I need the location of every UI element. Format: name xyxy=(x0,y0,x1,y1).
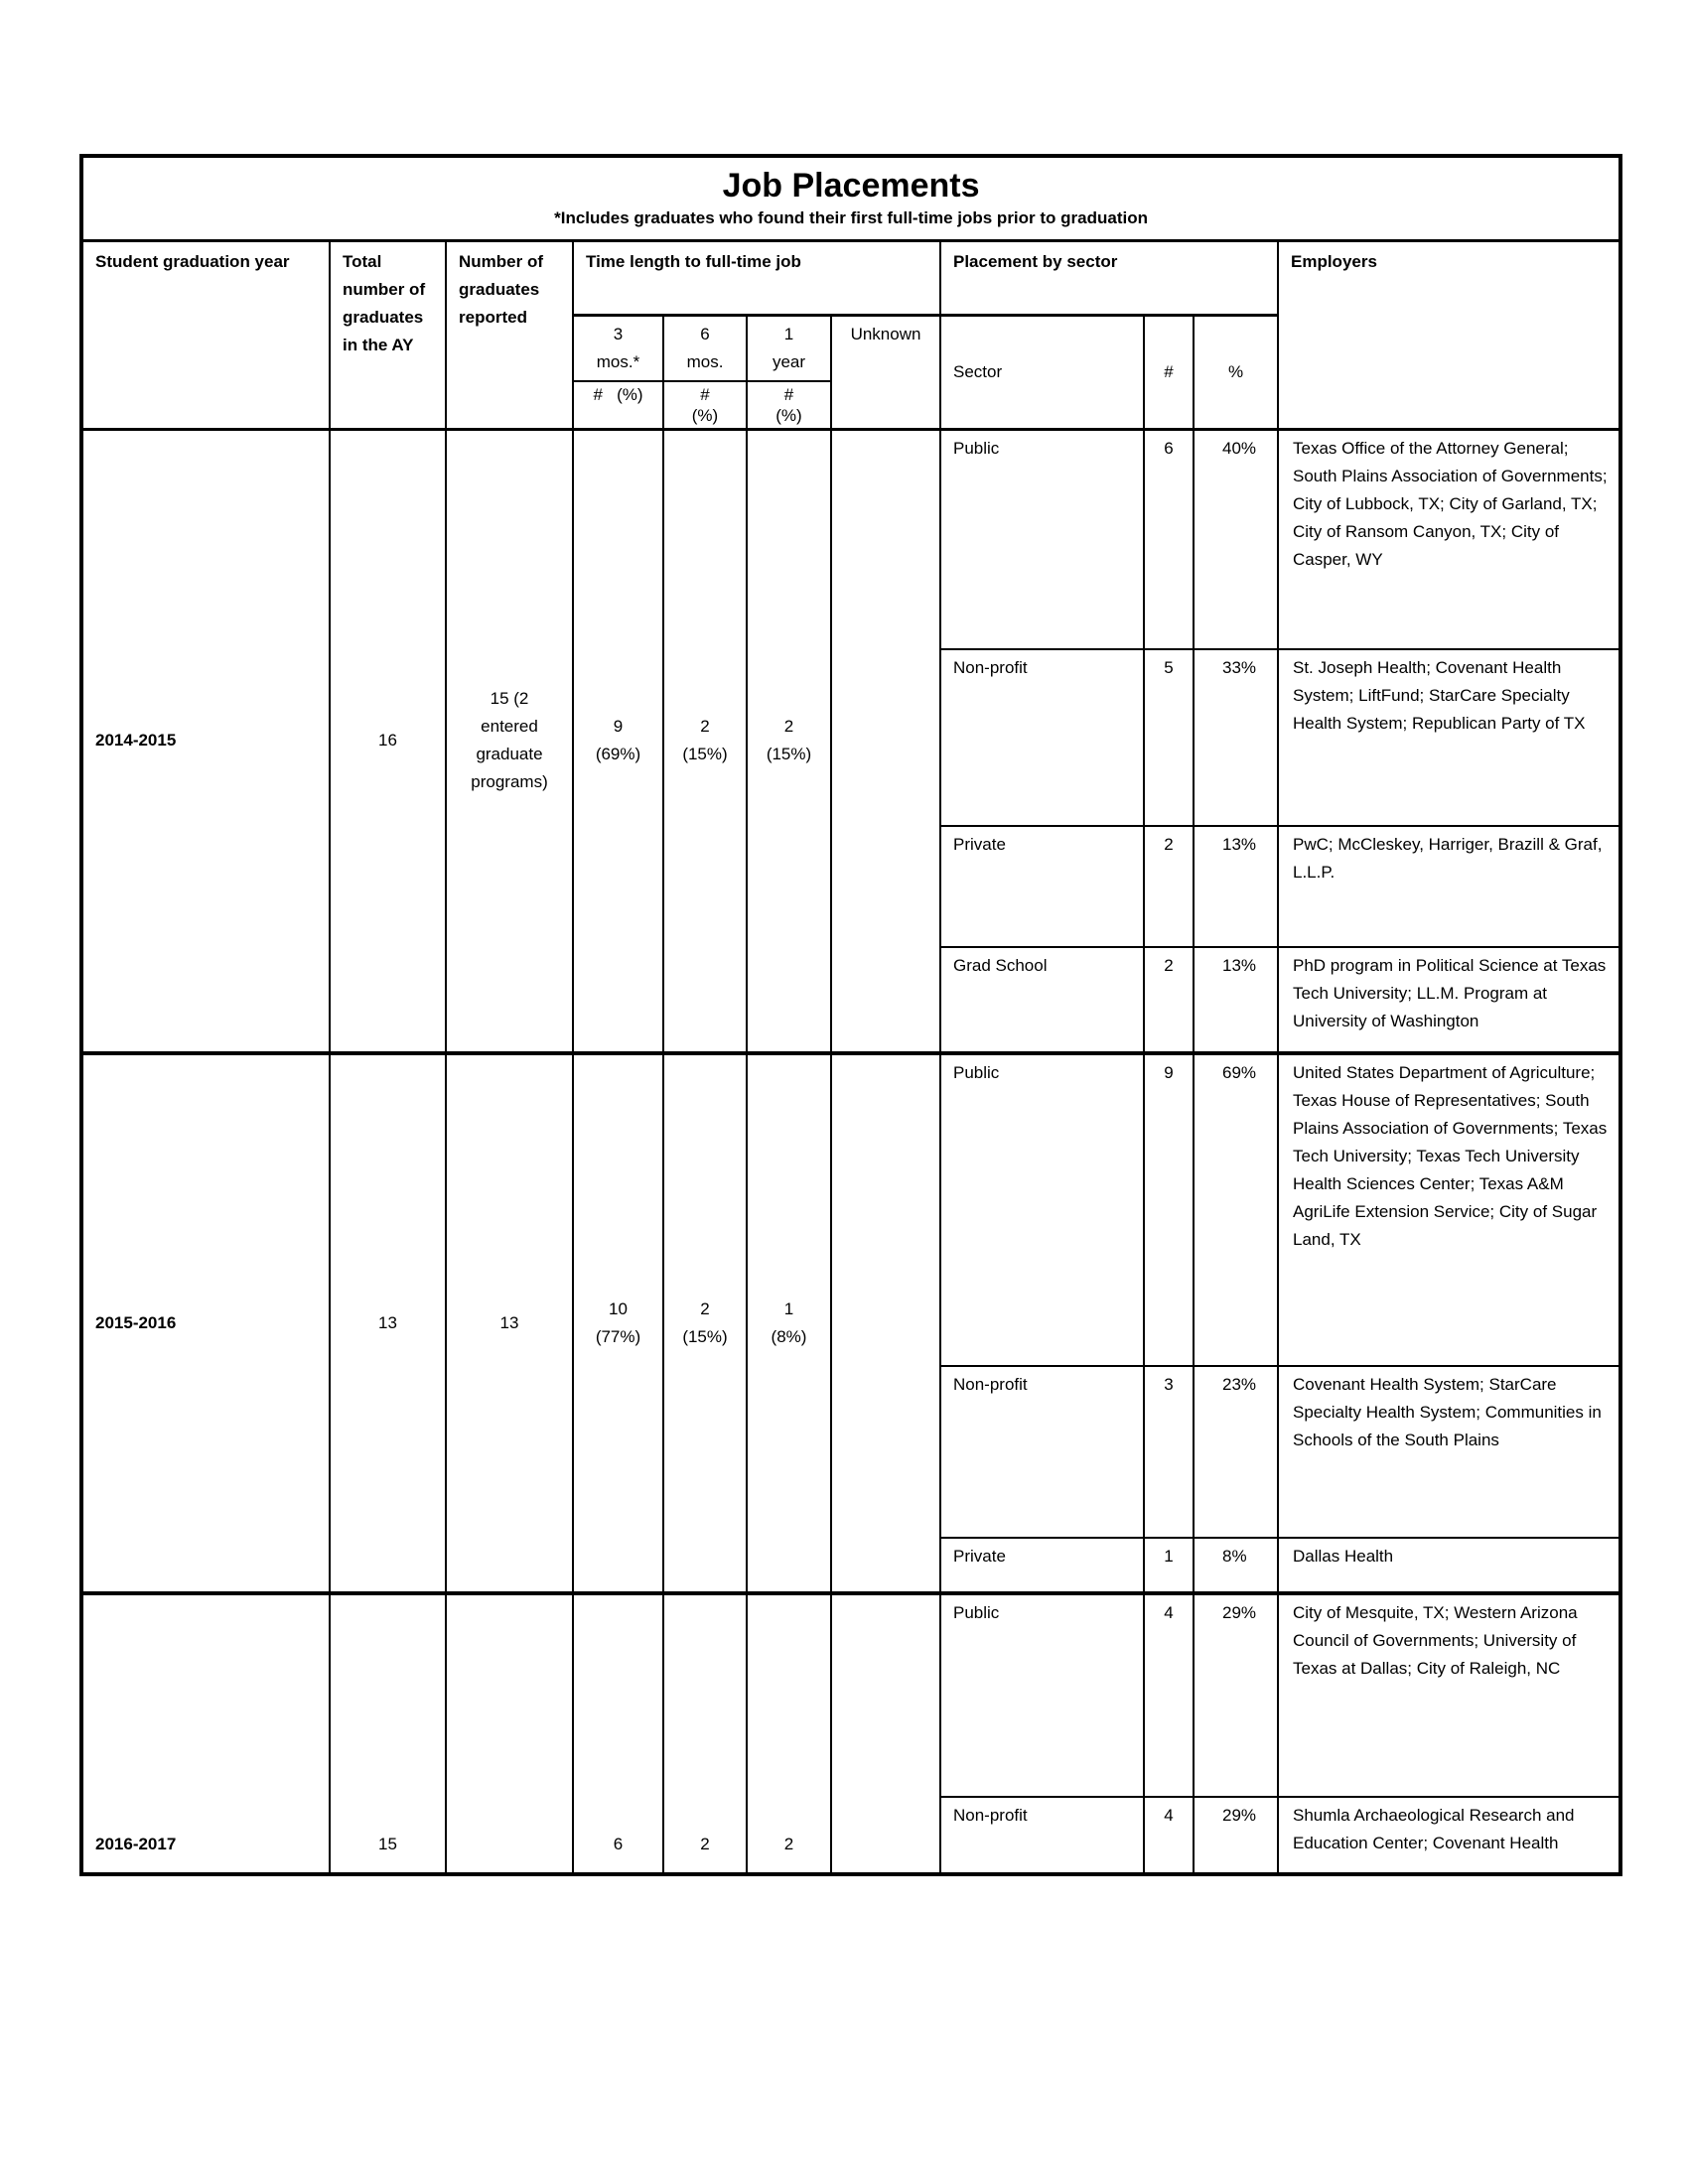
page-subtitle: *Includes graduates who found their firs… xyxy=(554,208,1148,227)
sector-cell: Non-profit xyxy=(939,1796,1145,1876)
time-3-months-cell: 10 (77%) xyxy=(572,1051,664,1594)
sector-count-cell: 6 xyxy=(1143,427,1195,650)
col-header-total-graduates: Total number of graduates in the AY xyxy=(329,239,447,430)
subheader-3-months-count-pct: # (%) xyxy=(572,379,664,430)
employers-cell: PwC; McCleskey, Harriger, Brazill & Graf… xyxy=(1276,825,1622,948)
employers-cell: Dallas Health xyxy=(1276,1537,1622,1594)
col-header-count: # xyxy=(1143,313,1195,430)
employers-cell: United States Department of Agriculture;… xyxy=(1276,1051,1622,1367)
col-header-time-length: Time length to full-time job xyxy=(572,239,941,316)
time-unknown-cell xyxy=(830,1591,941,1876)
sector-percent-cell: 69% xyxy=(1193,1051,1279,1367)
employers-cell: Texas Office of the Attorney General; So… xyxy=(1276,427,1622,650)
employers-cell: City of Mesquite, TX; Western Arizona Co… xyxy=(1276,1591,1622,1798)
time-unknown-cell xyxy=(830,427,941,1054)
col-header-employers: Employers xyxy=(1276,239,1622,430)
sector-cell: Non-profit xyxy=(939,1365,1145,1539)
col-header-graduates-reported: Number of graduates reported xyxy=(445,239,574,430)
table-title-cell: Job Placements *Includes graduates who f… xyxy=(79,155,1622,242)
sector-count-cell: 2 xyxy=(1143,825,1195,948)
sector-count-cell: 4 xyxy=(1143,1796,1195,1876)
col-header-placement-by-sector: Placement by sector xyxy=(939,239,1279,316)
sector-count-cell: 2 xyxy=(1143,946,1195,1054)
col-header-3-months: 3 mos.* xyxy=(572,313,664,382)
job-placements-table-region: Job Placements *Includes graduates who f… xyxy=(79,154,1622,1876)
graduates-reported-cell: 15 (2 entered graduate programs) xyxy=(445,427,574,1054)
time-6-months-cell: 2 (15%) xyxy=(662,1051,748,1594)
total-graduates-cell: 16 xyxy=(329,427,447,1054)
year-cell: 2014-2015 xyxy=(80,427,331,1054)
page-title: Job Placements xyxy=(722,167,980,205)
employers-cell: St. Joseph Health; Covenant Health Syste… xyxy=(1276,648,1622,827)
col-header-6-months: 6 mos. xyxy=(662,313,748,382)
employers-cell: Shumla Archaeological Research and Educa… xyxy=(1276,1796,1622,1876)
graduates-reported-cell xyxy=(445,1591,574,1876)
sector-count-cell: 9 xyxy=(1143,1051,1195,1367)
year-cell: 2015-2016 xyxy=(80,1051,331,1594)
sector-count-cell: 1 xyxy=(1143,1537,1195,1594)
job-placements-table: Job Placements *Includes graduates who f… xyxy=(79,154,1622,1876)
sector-percent-cell: 29% xyxy=(1193,1796,1279,1876)
sector-count-cell: 5 xyxy=(1143,648,1195,827)
sector-percent-cell: 23% xyxy=(1193,1365,1279,1539)
sector-count-cell: 4 xyxy=(1143,1591,1195,1798)
time-1-year-cell: 2 xyxy=(746,1591,832,1876)
time-1-year-cell: 1 (8%) xyxy=(746,1051,832,1594)
employers-cell: Covenant Health System; StarCare Special… xyxy=(1276,1365,1622,1539)
time-3-months-cell: 9 (69%) xyxy=(572,427,664,1054)
sector-percent-cell: 33% xyxy=(1193,648,1279,827)
sector-percent-cell: 40% xyxy=(1193,427,1279,650)
sector-cell: Public xyxy=(939,427,1145,650)
total-graduates-cell: 15 xyxy=(329,1591,447,1876)
sector-cell: Public xyxy=(939,1051,1145,1367)
time-6-months-cell: 2 (15%) xyxy=(662,427,748,1054)
employers-cell: PhD program in Political Science at Texa… xyxy=(1276,946,1622,1054)
sector-cell: Private xyxy=(939,825,1145,948)
sector-cell: Grad School xyxy=(939,946,1145,1054)
sector-cell: Non-profit xyxy=(939,648,1145,827)
sector-count-cell: 3 xyxy=(1143,1365,1195,1539)
total-graduates-cell: 13 xyxy=(329,1051,447,1594)
graduates-reported-cell: 13 xyxy=(445,1051,574,1594)
sector-cell: Public xyxy=(939,1591,1145,1798)
col-header-percent: % xyxy=(1193,313,1279,430)
sector-percent-cell: 13% xyxy=(1193,825,1279,948)
subheader-6-months-count-pct: # (%) xyxy=(662,379,748,430)
time-3-months-cell: 6 xyxy=(572,1591,664,1876)
subheader-1-year-count-pct: # (%) xyxy=(746,379,832,430)
col-header-unknown: Unknown xyxy=(830,313,941,430)
sector-percent-cell: 13% xyxy=(1193,946,1279,1054)
time-unknown-cell xyxy=(830,1051,941,1594)
col-header-student-year: Student graduation year xyxy=(80,239,331,430)
table-bottom-border xyxy=(79,1872,1622,1876)
sector-cell: Private xyxy=(939,1537,1145,1594)
col-header-1-year: 1 year xyxy=(746,313,832,382)
sector-percent-cell: 8% xyxy=(1193,1537,1279,1594)
sector-percent-cell: 29% xyxy=(1193,1591,1279,1798)
year-cell: 2016-2017 xyxy=(80,1591,331,1876)
time-6-months-cell: 2 xyxy=(662,1591,748,1876)
time-1-year-cell: 2 (15%) xyxy=(746,427,832,1054)
col-header-sector: Sector xyxy=(939,313,1145,430)
